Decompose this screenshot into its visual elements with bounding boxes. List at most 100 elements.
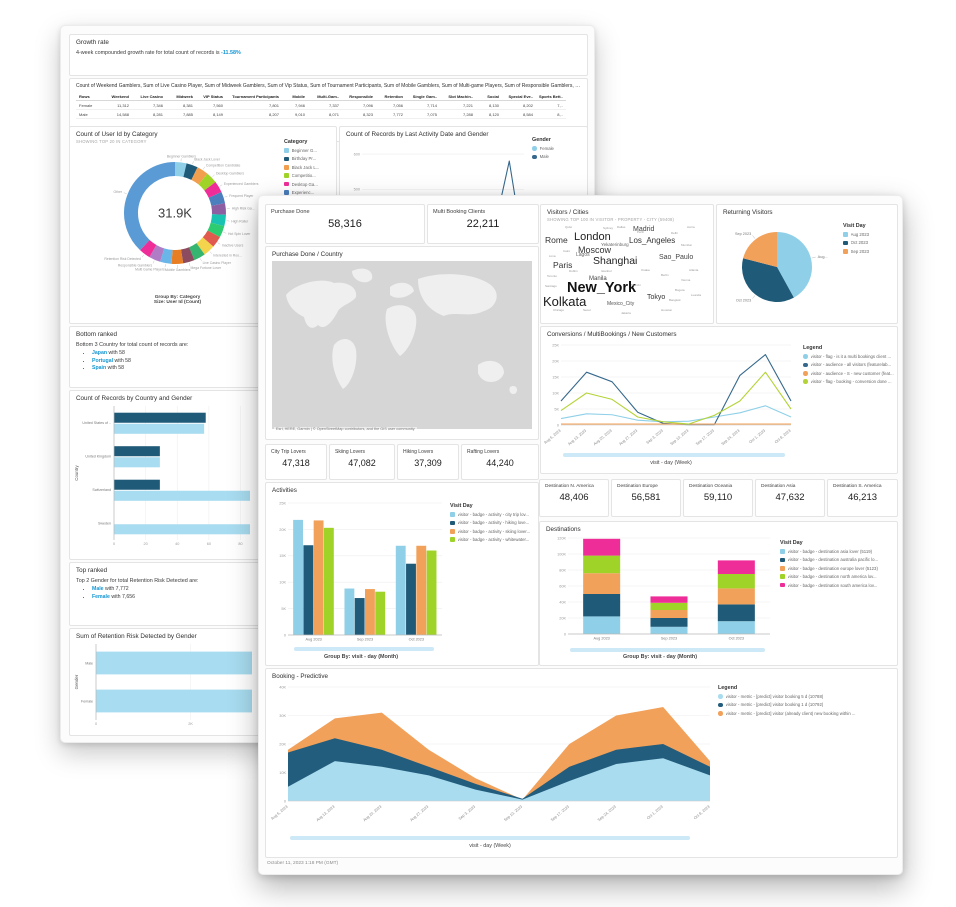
ranked-item-name[interactable]: Male [92, 586, 104, 592]
word-cloud-word[interactable]: Paris [553, 260, 573, 270]
word-cloud-word[interactable]: Dublin [569, 269, 578, 273]
word-cloud-word[interactable]: Cairo [563, 249, 571, 253]
kpi-hiking-lovers[interactable]: Hiking Lovers 37,309 [397, 444, 459, 480]
legend-item[interactable]: Male [532, 154, 584, 159]
legend-item[interactable]: visitor - metric - [predict] visitor boo… [718, 702, 894, 707]
word-cloud-word[interactable]: Sao_Paulo [659, 254, 694, 261]
world-map[interactable] [272, 261, 532, 434]
ranked-item-name[interactable]: Portugal [92, 357, 114, 364]
legend-item[interactable]: Black Jack L... [284, 165, 334, 170]
kpi-destination-n-america[interactable]: Destination N. America 48,406 [539, 479, 609, 517]
word-cloud-word[interactable]: Mumbai [681, 243, 692, 247]
legend-item[interactable]: visitor - badge - activity - city trip l… [450, 512, 534, 517]
column-header[interactable]: Live Casino [132, 92, 166, 101]
word-cloud-word[interactable]: Shanghai [593, 255, 638, 267]
word-cloud-word[interactable]: Quito [565, 225, 573, 229]
legend-item[interactable]: visitor - badge - destination europe lov… [780, 566, 894, 571]
word-cloud-word[interactable]: Santiago [545, 284, 557, 288]
word-cloud-word[interactable]: Nairobi [631, 283, 641, 287]
legend-item[interactable]: visitor - metric - [predict] visitor boo… [718, 694, 894, 699]
legend-item[interactable]: visitor - audience - S - new customer (f… [803, 371, 895, 376]
legend-item[interactable]: visitor - badge - destination asia lover… [780, 549, 894, 554]
word-cloud-word[interactable]: Osaka [641, 268, 650, 272]
legend-item[interactable]: visitor - flag - is it a multi bookings … [803, 354, 895, 359]
word-cloud-word[interactable]: Perth [637, 230, 645, 234]
column-header[interactable]: Sports Bett.. [536, 92, 566, 101]
word-cloud-word[interactable]: Sydney [603, 226, 614, 230]
word-cloud-word[interactable]: Atlanta [689, 268, 699, 272]
word-cloud-word[interactable]: Istanbul [601, 269, 612, 273]
kpi-rafting-lovers[interactable]: Rafting Lovers 44,240 [461, 444, 539, 480]
legend-item[interactable]: visitor - badge - activity - skiing love… [450, 529, 534, 534]
word-cloud-word[interactable]: Toronto [547, 274, 558, 278]
word-cloud-word[interactable]: Jakarta [621, 311, 631, 315]
chart-scrollbar[interactable] [290, 836, 690, 840]
word-cloud-word[interactable]: London [574, 231, 611, 243]
word-cloud-word[interactable]: Lima [549, 254, 556, 258]
word-cloud-word[interactable]: Los_Angeles [629, 236, 676, 245]
legend-item[interactable]: visitor - badge - activity - whitewater.… [450, 537, 534, 542]
word-cloud-word[interactable]: Chicago [553, 308, 565, 312]
country-gender-bar-chart[interactable]: 0 20 40 60 80 United States of .. United Kingd… [72, 404, 250, 557]
chart-scrollbar[interactable] [570, 648, 765, 652]
ranked-item-name[interactable]: Spain [92, 365, 107, 371]
column-header[interactable]: Retention [376, 92, 406, 101]
pivot-table-grid[interactable]: Rows Weekend Live Casino Midweek VIP Status T… [76, 92, 566, 119]
column-header[interactable]: Weekend [102, 92, 132, 101]
activities-bar-chart[interactable]: 0 5K 10K 15K 20K 25K Aug 2023 Sep 2023 Oct 2023 [270, 497, 446, 652]
legend-item[interactable]: Aug 2023 [843, 232, 895, 237]
legend-item[interactable]: visitor - badge - destination australia … [780, 557, 894, 562]
word-cloud-word[interactable]: Tokyo [647, 294, 666, 301]
legend-item[interactable]: visitor - metric - [predict] visitor (al… [718, 711, 894, 716]
word-cloud-word[interactable]: Berlin [661, 273, 669, 277]
kpi-destination-asia[interactable]: Destination Asia 47,632 [755, 479, 825, 517]
ranked-item-name[interactable]: Female [92, 593, 110, 600]
legend-item[interactable]: Desktop Ga... [284, 182, 334, 187]
column-header[interactable]: Multi-Gam.. [308, 92, 342, 101]
word-cloud-word[interactable]: Mexico_City [607, 301, 635, 307]
word-cloud-word[interactable]: Manila [589, 276, 607, 282]
column-header[interactable]: Slot Machin.. [440, 92, 476, 101]
kpi-skiing-lovers[interactable]: Skiing Lovers 47,082 [329, 444, 395, 480]
pivot-table[interactable]: Rows Weekend Live Casino Midweek VIP Status T… [70, 92, 587, 119]
legend-item[interactable]: visitor - badge - destination south amer… [780, 583, 894, 588]
word-cloud-word[interactable]: Yekaterinburg [601, 242, 629, 247]
word-cloud-word[interactable]: Lagos [576, 252, 590, 258]
chart-scrollbar[interactable] [294, 647, 434, 651]
column-header[interactable]: Midweek [166, 92, 196, 101]
word-cloud-word[interactable]: New_York [567, 280, 637, 296]
word-cloud-word[interactable]: Kolkata [543, 294, 587, 309]
legend-item[interactable]: Sep 2023 [843, 249, 895, 254]
word-cloud-word[interactable]: Bogota [675, 288, 685, 292]
kpi-destination-s-america[interactable]: Destination S. America 46,213 [827, 479, 898, 517]
word-cloud-word[interactable]: Moscow [578, 245, 612, 255]
legend-item[interactable]: Oct 2023 [843, 240, 895, 245]
column-header[interactable]: VIP Status [196, 92, 226, 101]
word-cloud-word[interactable]: Madrid [633, 226, 655, 233]
column-header[interactable]: Tournament Participants [226, 92, 282, 101]
category-donut-chart[interactable]: Beginner Gamblers Black Jack Lover Competi… [72, 141, 282, 298]
city-word-cloud[interactable]: Madrid Rome London Los_Angeles Moscow Sao_Pau… [541, 223, 713, 321]
legend-item[interactable]: visitor - flag - booking - conversion do… [803, 379, 895, 384]
returning-visitors-pie-chart[interactable]: Aug... Oct 2023 Sep 2023 [719, 215, 841, 323]
word-cloud-word[interactable]: Luanda [691, 293, 702, 297]
booking-predictive-area-chart[interactable]: 0 10K 20K 30K 40K Aug 6, 2023 Aug 13, 2023 Aug … [268, 681, 714, 838]
legend-item[interactable]: Beginner G... [284, 148, 334, 153]
destinations-stacked-chart[interactable]: 0 20K 40K 60K 80K 100K 120K Aug 2023 Sep 2023 Oct… [544, 534, 776, 651]
column-header[interactable]: Mobile [282, 92, 308, 101]
conversions-line-chart[interactable]: 0 5K 10K 15K 20K 25K Aug 6, 2023 Aug 13, 2023 Au… [543, 339, 797, 456]
column-header[interactable]: Social [476, 92, 502, 101]
column-header[interactable]: Single Gam.. [406, 92, 440, 101]
word-cloud-word[interactable]: Accra [687, 225, 695, 229]
legend-item[interactable]: visitor - badge - destination north amer… [780, 574, 894, 579]
ranked-item-name[interactable]: Japan [92, 350, 107, 356]
kpi-destination-oceania[interactable]: Destination Oceania 59,110 [683, 479, 753, 517]
word-cloud-word[interactable]: Dallas [617, 225, 626, 229]
legend-item[interactable]: Experienc... [284, 190, 334, 195]
word-cloud-word[interactable]: Vienna [681, 278, 691, 282]
word-cloud-word[interactable]: Delhi [671, 231, 678, 235]
column-header[interactable]: Special Eve.. [502, 92, 536, 101]
word-cloud-word[interactable]: Bangkok [669, 298, 681, 302]
word-cloud-word[interactable]: Seoul [583, 308, 591, 312]
legend-item[interactable]: Birthday Pr... [284, 156, 334, 161]
